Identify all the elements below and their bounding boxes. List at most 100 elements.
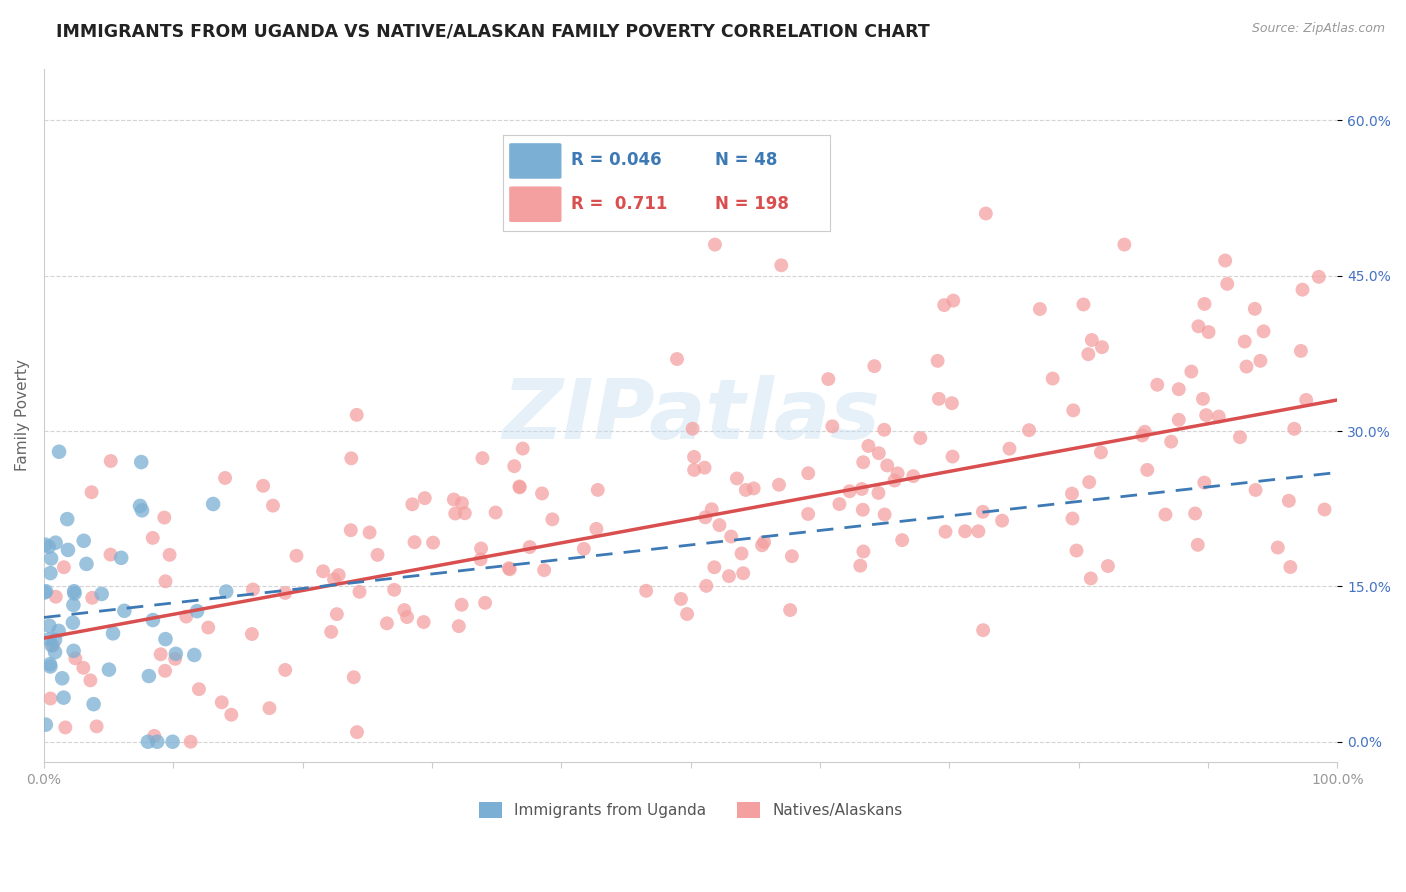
Point	[934, 524, 956, 539]
Point	[876, 458, 898, 473]
Point	[1097, 559, 1119, 574]
Point	[52, 560, 75, 574]
Point	[56, 512, 79, 526]
Point	[367, 548, 389, 562]
Point	[1229, 430, 1251, 444]
Point	[339, 523, 361, 537]
Point	[1236, 359, 1258, 374]
Point	[1289, 343, 1312, 358]
Point	[1066, 543, 1088, 558]
Point	[873, 508, 896, 522]
Point	[967, 524, 990, 539]
Point	[41, 638, 63, 652]
Point	[146, 735, 169, 749]
Point	[974, 206, 997, 220]
Point	[1154, 508, 1177, 522]
Point	[470, 552, 492, 566]
Point	[447, 619, 470, 633]
Point	[394, 603, 416, 617]
Point	[734, 483, 756, 497]
Point	[531, 486, 554, 500]
Point	[499, 562, 522, 576]
Point	[972, 623, 994, 637]
Point	[259, 701, 281, 715]
Point	[683, 463, 706, 477]
Point	[742, 482, 765, 496]
Point	[1081, 333, 1104, 347]
Point	[533, 563, 555, 577]
Point	[683, 450, 706, 464]
Point	[215, 584, 238, 599]
Point	[1267, 541, 1289, 555]
Point	[1080, 571, 1102, 585]
Point	[242, 582, 264, 597]
Point	[274, 663, 297, 677]
Point	[498, 561, 520, 575]
Point	[450, 598, 472, 612]
Point	[1062, 403, 1084, 417]
Point	[797, 467, 820, 481]
Point	[285, 549, 308, 563]
Point	[852, 502, 875, 516]
Point	[849, 558, 872, 573]
Legend: Immigrants from Uganda, Natives/Alaskans: Immigrants from Uganda, Natives/Alaskans	[472, 796, 908, 824]
Point	[155, 574, 177, 589]
Point	[112, 604, 135, 618]
Point	[183, 648, 205, 662]
Point	[1279, 560, 1302, 574]
Point	[1160, 434, 1182, 449]
Point	[53, 721, 76, 735]
Point	[101, 626, 124, 640]
Point	[717, 569, 740, 583]
Point	[51, 671, 73, 685]
Point	[143, 729, 166, 743]
Point	[1284, 422, 1306, 436]
Point	[891, 533, 914, 548]
Point	[39, 551, 62, 566]
Point	[883, 474, 905, 488]
Point	[422, 535, 444, 549]
Point	[73, 533, 96, 548]
Point	[934, 298, 956, 312]
Point	[1090, 445, 1112, 459]
Text: N = 48: N = 48	[716, 152, 778, 169]
Point	[79, 673, 101, 688]
Point	[851, 482, 873, 496]
Y-axis label: Family Poverty: Family Poverty	[15, 359, 30, 472]
Point	[312, 564, 335, 578]
Point	[669, 591, 692, 606]
Point	[56, 543, 79, 558]
Point	[221, 707, 243, 722]
Point	[48, 444, 70, 458]
Point	[910, 431, 932, 445]
Point	[197, 620, 219, 634]
Point	[359, 525, 381, 540]
Point	[202, 497, 225, 511]
Point	[1062, 511, 1084, 525]
Point	[1114, 237, 1136, 252]
Text: R =  0.711: R = 0.711	[571, 194, 668, 213]
Point	[240, 627, 263, 641]
Point	[110, 550, 132, 565]
Point	[941, 396, 963, 410]
Point	[470, 541, 492, 556]
Point	[733, 566, 755, 581]
Point	[76, 557, 98, 571]
Point	[42, 639, 65, 653]
Point	[1184, 507, 1206, 521]
Point	[730, 546, 752, 560]
Point	[52, 690, 75, 705]
Point	[131, 503, 153, 517]
Point	[474, 596, 496, 610]
Point	[328, 568, 350, 582]
Point	[39, 691, 62, 706]
Point	[63, 584, 86, 599]
Point	[401, 497, 423, 511]
Point	[1243, 301, 1265, 316]
Point	[693, 460, 716, 475]
Point	[45, 535, 67, 549]
Point	[1187, 319, 1209, 334]
Point	[142, 613, 165, 627]
Point	[1167, 382, 1189, 396]
Point	[636, 583, 658, 598]
